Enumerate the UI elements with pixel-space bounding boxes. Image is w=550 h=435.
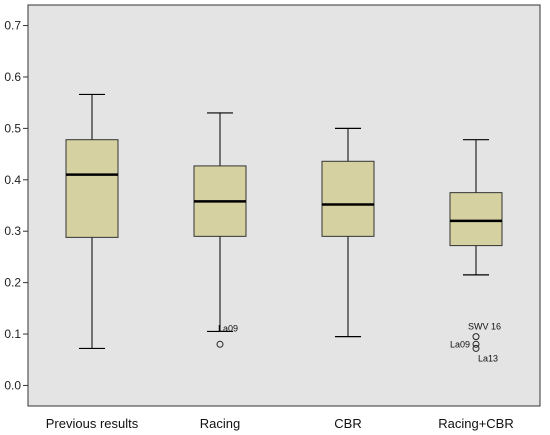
outlier-point	[472, 344, 480, 352]
box-group	[193, 112, 247, 348]
iqr-box	[65, 139, 119, 238]
iqr-box	[321, 160, 375, 237]
outlier-point	[216, 340, 224, 348]
outlier-label: SWV 16	[468, 322, 501, 332]
outlier-point	[472, 333, 480, 341]
box-group	[321, 127, 375, 338]
iqr-box	[449, 192, 503, 247]
x-tick-label: Racing	[200, 416, 240, 431]
y-tick-label: 0.1	[4, 327, 21, 341]
outlier-label: La09	[218, 323, 238, 333]
box-series: La09 SWV 16 La09 La13	[65, 93, 503, 363]
y-tick-label: 0.4	[4, 173, 21, 187]
outlier-label: La13	[478, 353, 498, 363]
box-group	[65, 93, 119, 350]
y-tick-label: 0.3	[4, 224, 21, 238]
x-axis: Previous results Racing CBR Racing+CBR	[46, 416, 514, 431]
box-group	[449, 139, 503, 352]
y-tick-label: 0.0	[4, 378, 21, 392]
y-tick-label: 0.6	[4, 70, 21, 84]
x-tick-label: CBR	[334, 416, 361, 431]
x-tick-label: Racing+CBR	[438, 416, 514, 431]
y-tick-label: 0.7	[4, 19, 21, 33]
outlier-point	[472, 340, 480, 348]
x-tick-label: Previous results	[46, 416, 139, 431]
y-tick-label: 0.5	[4, 121, 21, 135]
y-tick-label: 0.2	[4, 276, 21, 290]
outlier-label: La09	[450, 339, 470, 349]
y-axis: 0.0 0.1 0.2 0.3 0.4 0.5 0.6 0.7	[4, 19, 28, 392]
